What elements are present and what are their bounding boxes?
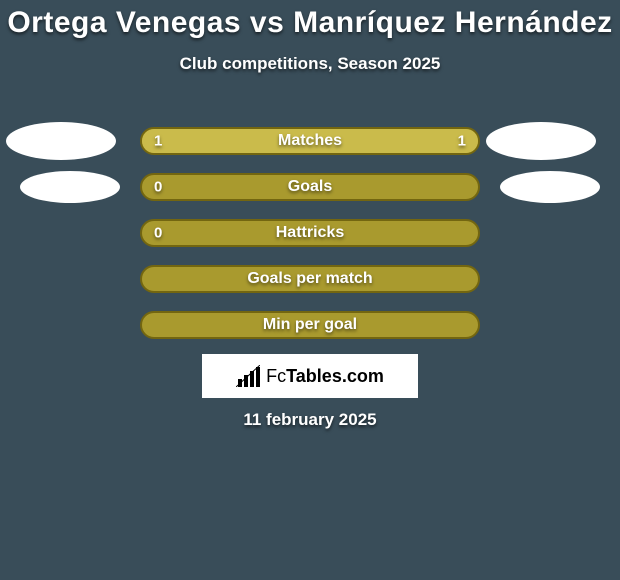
player-left-avatar <box>6 122 116 160</box>
comparison-infographic: Ortega Venegas vs Manríquez Hernández Cl… <box>0 0 620 580</box>
brand-text-main: Tables.com <box>286 366 384 387</box>
page-subtitle: Club competitions, Season 2025 <box>0 54 620 74</box>
stat-rows: 11Matches 0Goals 0Hattricks Goals per match… <box>0 118 620 348</box>
stat-label: Matches <box>142 132 478 150</box>
page-title: Ortega Venegas vs Manríquez Hernández <box>0 0 620 40</box>
stat-row: 0Goals <box>0 164 620 210</box>
stat-bar: Min per goal <box>140 311 480 339</box>
brand-text-prefix: Fc <box>266 366 286 387</box>
stat-label: Hattricks <box>142 224 478 242</box>
stat-row: Min per goal <box>0 302 620 348</box>
stat-label: Goals <box>142 178 478 196</box>
bar-chart-icon <box>236 365 260 387</box>
stat-bar: 0Hattricks <box>140 219 480 247</box>
stat-row: 11Matches <box>0 118 620 164</box>
stat-bar: Goals per match <box>140 265 480 293</box>
player-right-avatar <box>486 122 596 160</box>
stat-label: Goals per match <box>142 270 478 288</box>
footer-date: 11 february 2025 <box>0 410 620 430</box>
stat-row: 0Hattricks <box>0 210 620 256</box>
player-left-avatar <box>20 171 120 203</box>
stat-bar: 11Matches <box>140 127 480 155</box>
player-right-avatar <box>500 171 600 203</box>
stat-bar: 0Goals <box>140 173 480 201</box>
stat-row: Goals per match <box>0 256 620 302</box>
brand-badge: FcTables.com <box>202 354 418 398</box>
stat-label: Min per goal <box>142 316 478 334</box>
